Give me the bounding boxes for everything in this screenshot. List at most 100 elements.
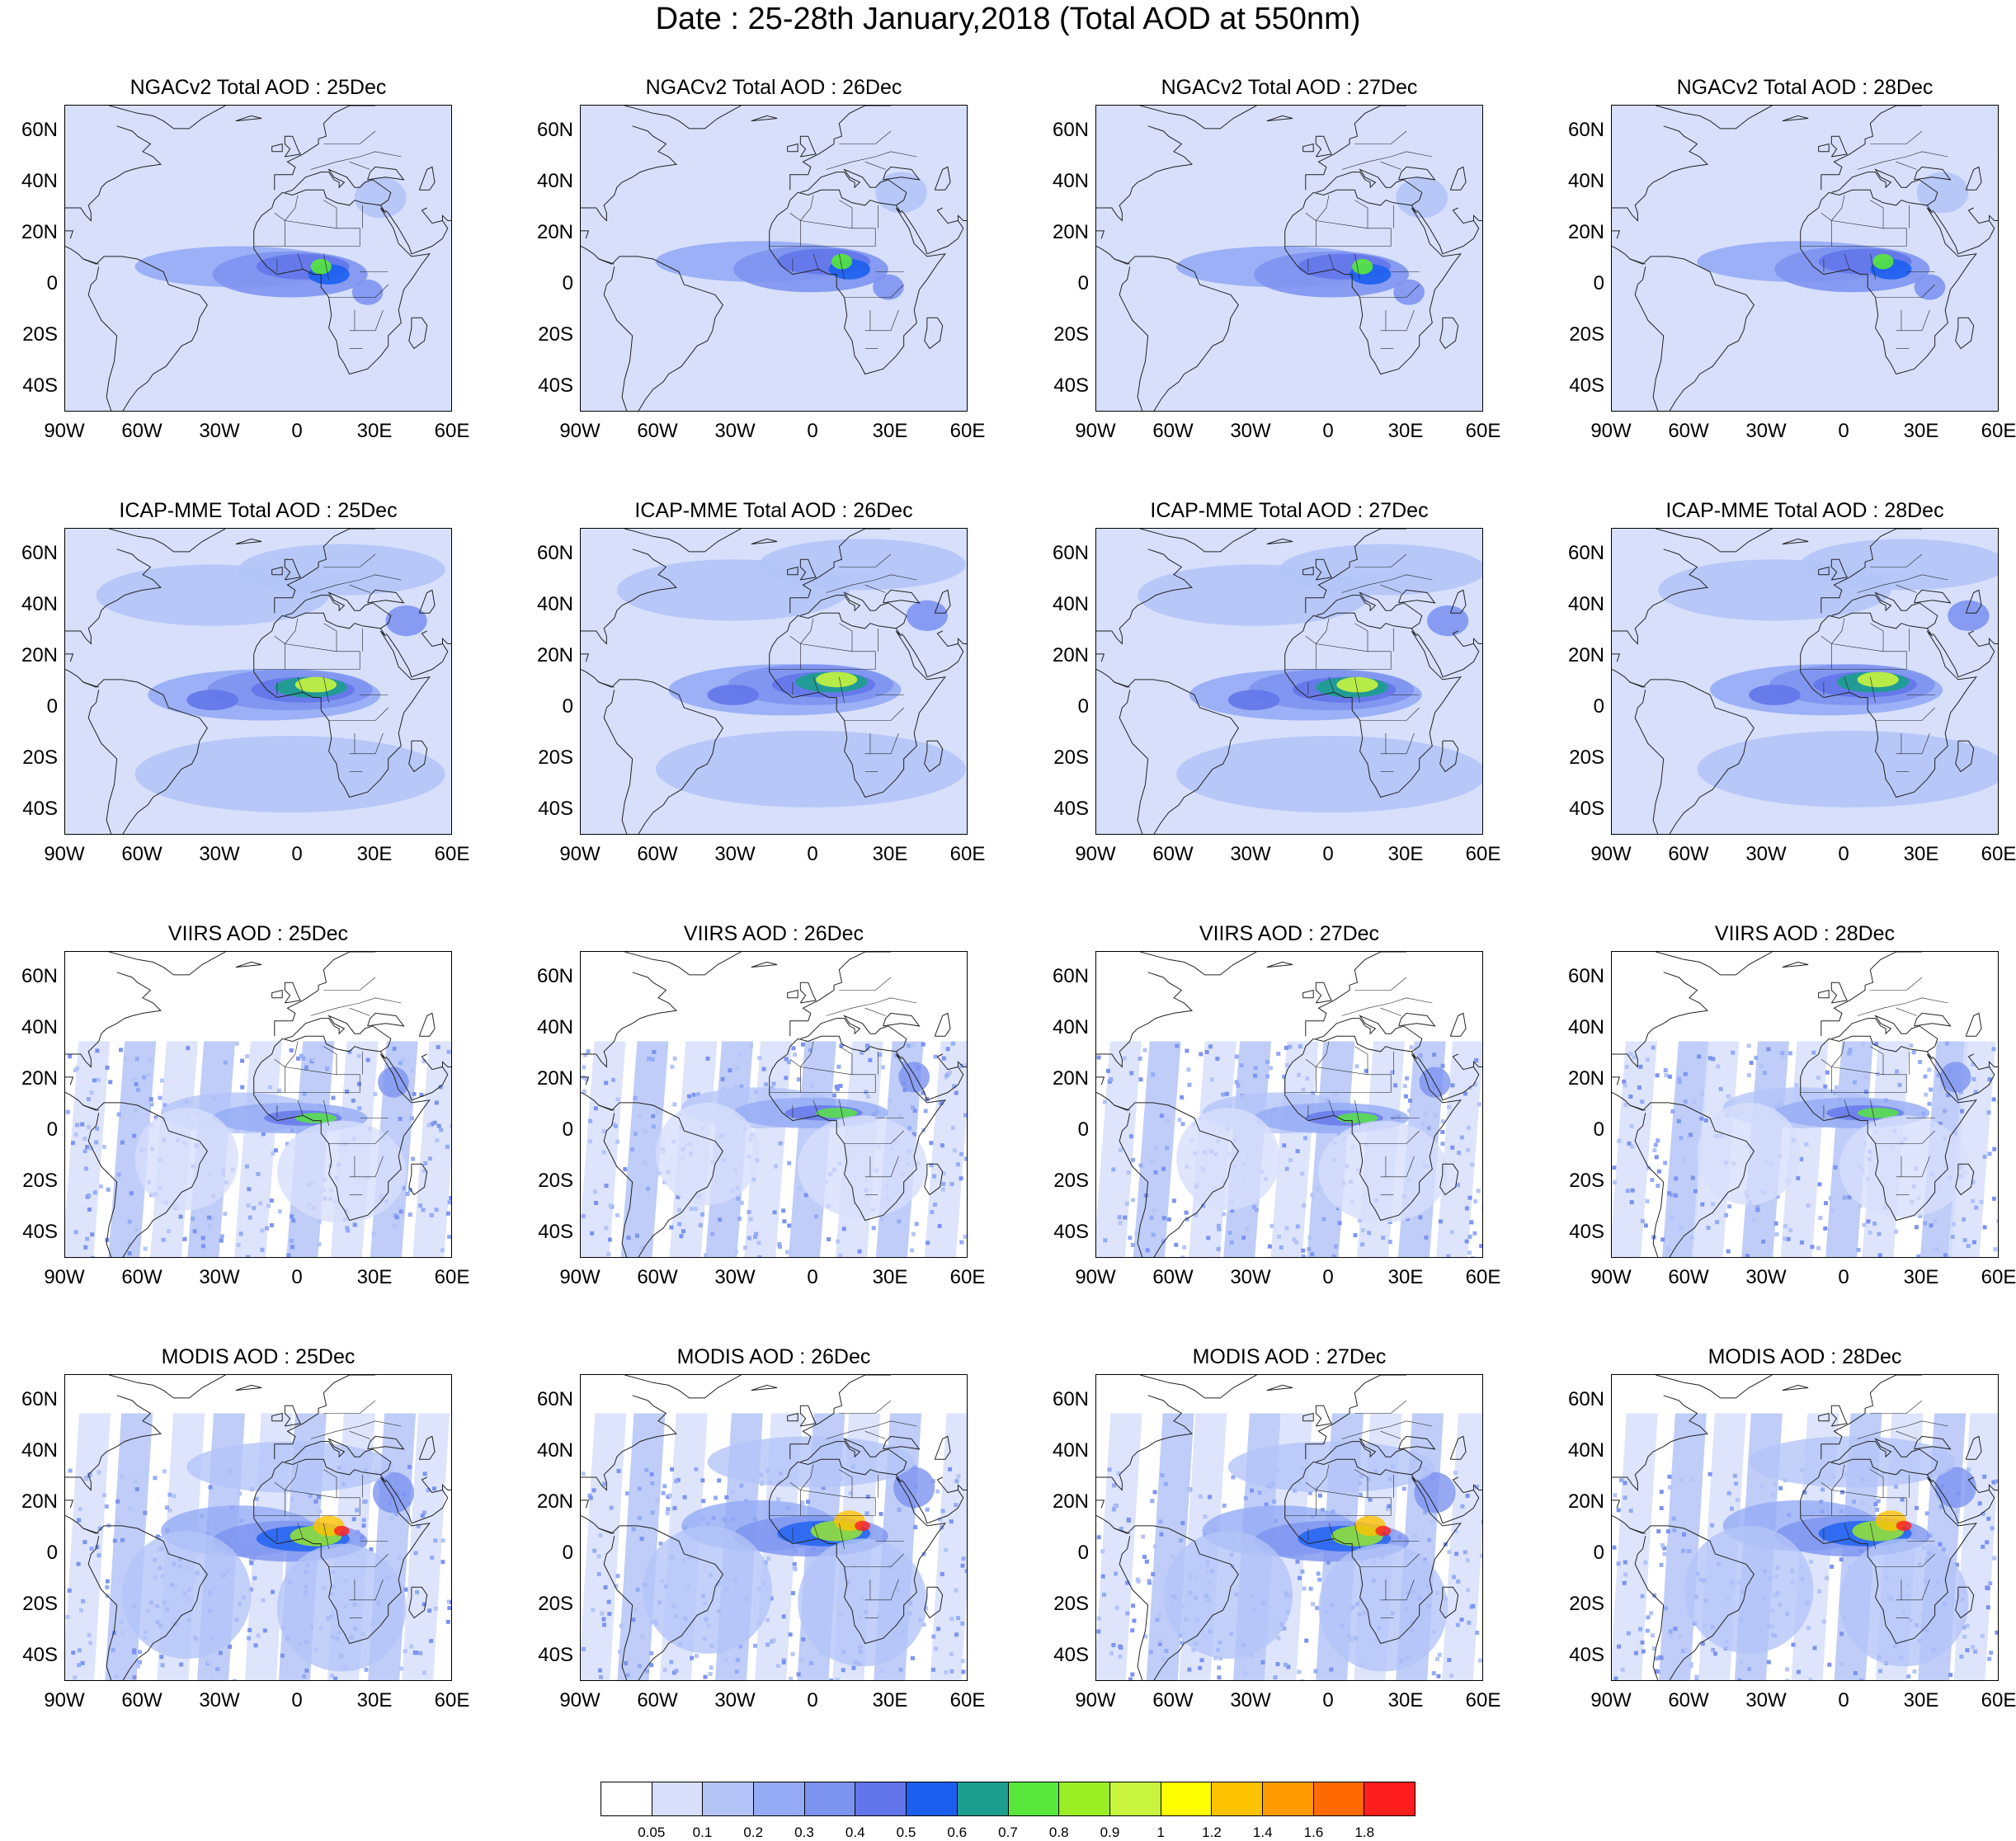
aod-pixel <box>964 1569 968 1573</box>
lat-tick-label: 20N <box>8 1492 58 1512</box>
aod-pixel <box>1175 1044 1179 1048</box>
aod-field <box>581 952 968 1258</box>
aod-pixel <box>1275 1662 1279 1666</box>
lat-tick-label: 60N <box>1039 967 1089 986</box>
aod-pixel <box>270 1198 274 1203</box>
lat-tick-label: 60N <box>1039 544 1089 563</box>
aod-pixel <box>832 1094 836 1098</box>
aod-pixel <box>724 1495 728 1500</box>
aod-pixel <box>1449 1674 1453 1678</box>
aod-plume <box>708 685 760 705</box>
aod-pixel <box>597 1554 601 1558</box>
aod-pixel <box>670 1467 674 1471</box>
aod-pixel <box>602 1150 606 1154</box>
colorbar-swatch <box>855 1782 907 1815</box>
aod-pixel <box>638 1486 642 1490</box>
aod-pixel <box>1924 1093 1928 1097</box>
aod-pixel <box>80 1123 84 1127</box>
aod-plume <box>759 539 966 590</box>
aod-pixel <box>656 1498 660 1502</box>
aod-pixel <box>1298 1576 1302 1580</box>
lat-tick-label: 20N <box>1555 646 1604 666</box>
aod-pixel <box>148 1058 152 1062</box>
lon-tick-label: 60W <box>1656 845 1722 864</box>
lat-tick-label: 20S <box>8 1594 58 1614</box>
aod-pixel <box>1137 1580 1141 1584</box>
aod-pixel <box>411 1157 415 1161</box>
aod-pixel <box>108 1080 112 1084</box>
aod-pixel <box>954 1503 958 1507</box>
aod-pixel <box>1318 1494 1322 1498</box>
aod-pixel <box>447 1050 451 1054</box>
aod-pixel <box>1843 1195 1847 1199</box>
lon-tick-label: 0 <box>264 845 330 864</box>
aod-pixel <box>1265 1074 1269 1078</box>
lon-tick-label: 90W <box>547 845 613 864</box>
aod-pixel <box>247 1187 251 1191</box>
aod-pixel <box>88 1641 92 1646</box>
aod-pixel <box>956 1616 960 1620</box>
aod-pixel <box>1689 1662 1693 1666</box>
aod-pixel <box>600 1612 604 1616</box>
lon-tick-label: 60W <box>624 421 690 441</box>
aod-pixel <box>430 1213 434 1217</box>
lat-tick-label: 60N <box>1555 544 1604 563</box>
lon-tick-label: 90W <box>31 1268 97 1288</box>
aod-pixel <box>167 1493 172 1497</box>
aod-pixel <box>219 1239 224 1243</box>
aod-pixel <box>1463 1550 1467 1554</box>
aod-pixel <box>638 1664 642 1668</box>
aod-plume <box>1697 1103 1800 1205</box>
colorbar-label: 0.1 <box>682 1825 723 1841</box>
aod-pixel <box>451 1584 452 1588</box>
aod-pixel <box>131 1078 135 1082</box>
aod-field <box>1612 1375 1999 1681</box>
lon-tick-label: 30E <box>857 1268 923 1288</box>
lon-tick-label: 30W <box>186 1691 252 1711</box>
aod-pixel <box>1244 1496 1248 1500</box>
aod-pixel <box>1468 1196 1472 1200</box>
aod-pixel <box>730 1490 734 1494</box>
aod-pixel <box>237 1243 241 1247</box>
lon-tick-label: 60E <box>1450 1691 1516 1711</box>
aod-pixel <box>757 1255 761 1258</box>
aod-pixel <box>1656 1529 1660 1533</box>
aod-pixel <box>1835 1085 1839 1090</box>
aod-pixel <box>1101 1575 1105 1579</box>
aod-plume <box>1858 672 1899 688</box>
aod-pixel <box>1440 1142 1444 1146</box>
aod-pixel <box>1203 1514 1208 1518</box>
lon-tick-label: 90W <box>1578 845 1644 864</box>
aod-pixel <box>1215 1057 1219 1061</box>
aod-pixel <box>765 1642 770 1646</box>
aod-map <box>1095 951 1483 1258</box>
aod-pixel <box>1361 1228 1365 1232</box>
aod-pixel <box>1235 1080 1239 1084</box>
aod-plume <box>907 600 948 631</box>
aod-pixel <box>263 1628 267 1632</box>
aod-pixel <box>911 1105 915 1109</box>
aod-pixel <box>1995 1631 1999 1635</box>
aod-pixel <box>1987 1657 1991 1661</box>
aod-pixel <box>403 1588 407 1592</box>
lat-tick-label: 40N <box>1555 172 1604 191</box>
lon-tick-label: 30W <box>1733 421 1799 441</box>
lon-tick-label: 90W <box>547 421 613 441</box>
aod-pixel <box>1927 1068 1931 1072</box>
lon-tick-label: 60W <box>109 1268 175 1288</box>
aod-pixel <box>1221 1093 1225 1097</box>
aod-pixel <box>78 1648 82 1652</box>
aod-pixel <box>403 1649 407 1653</box>
aod-pixel <box>258 1201 262 1205</box>
aod-pixel <box>602 1617 606 1622</box>
aod-pixel <box>946 1047 950 1051</box>
lon-tick-label: 60E <box>1450 845 1516 864</box>
aod-pixel <box>673 1057 677 1061</box>
aod-pixel <box>1447 1550 1451 1554</box>
aod-pixel <box>872 1226 876 1230</box>
aod-pixel <box>643 1129 648 1133</box>
aod-pixel <box>753 1644 757 1648</box>
aod-pixel <box>1863 1223 1867 1227</box>
